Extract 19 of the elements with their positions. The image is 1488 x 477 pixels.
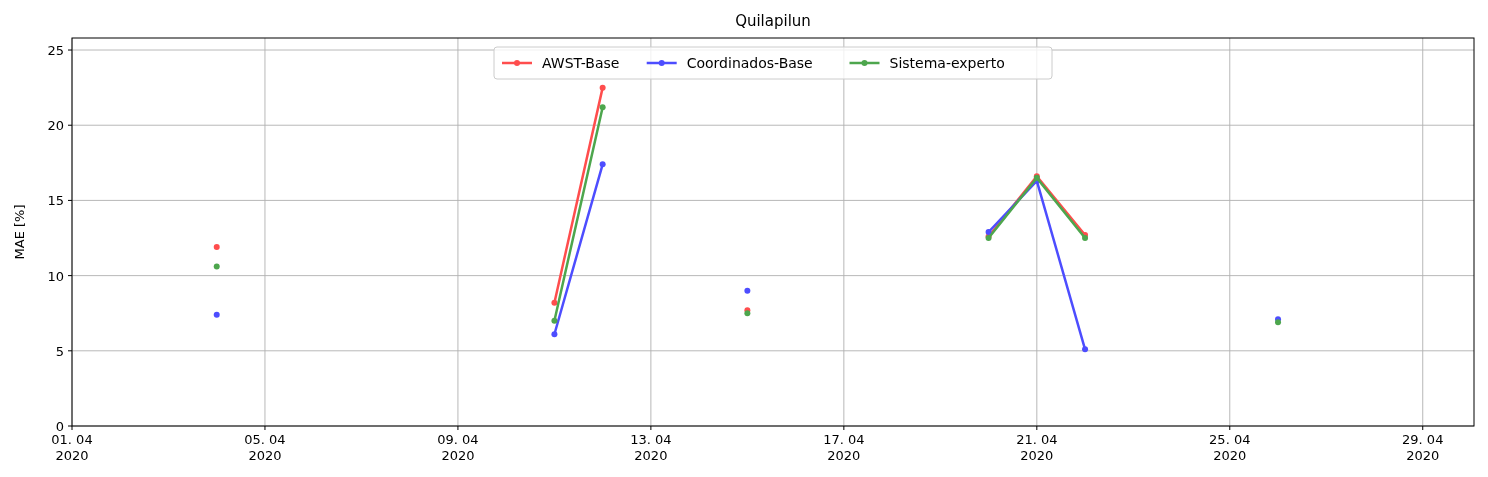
y-axis-title: MAE [%] [12,204,27,260]
legend-label: Sistema-experto [889,55,1005,71]
x-tick-label: 17. 04 2020 [823,432,865,463]
x-tick-label: 05. 04 2020 [244,432,286,463]
x-tick-label: 29. 04 2020 [1402,432,1444,463]
x-tick-label: 25. 04 2020 [1209,432,1251,463]
x-tick-label: 13. 04 2020 [630,432,672,463]
y-tick-label: 25 [47,43,64,59]
x-tick-label: 01. 04 2020 [51,432,93,463]
legend-label: AWST-Base [542,55,620,71]
x-tick-label: 09. 04 2020 [437,432,479,463]
legend-label: Coordinados-Base [686,55,813,71]
y-tick-label: 5 [55,343,64,359]
y-tick-label: 20 [47,118,64,134]
y-tick-label: 15 [47,193,64,209]
y-tick-label: 0 [55,419,64,434]
y-tick-label: 10 [47,268,64,284]
chart-title: Quilapilun [735,12,811,30]
x-tick-label: 21. 04 2020 [1016,432,1058,463]
